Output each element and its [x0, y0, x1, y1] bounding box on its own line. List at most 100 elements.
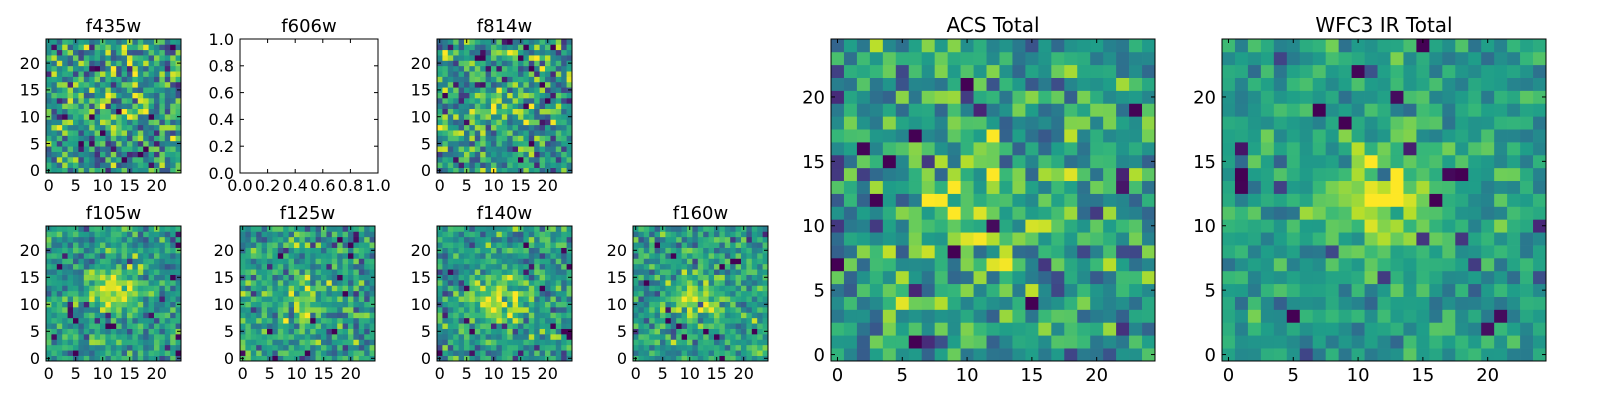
heatmap-cell	[94, 350, 101, 356]
heatmap-cell	[127, 124, 133, 131]
heatmap-cell	[555, 258, 562, 265]
heatmap-cell	[337, 236, 343, 243]
heatmap-cell	[267, 242, 273, 248]
heatmap-cell	[89, 55, 95, 61]
heatmap-cell	[170, 151, 176, 158]
heatmap-cell	[442, 253, 449, 259]
heatmap-cell	[1351, 283, 1365, 297]
heatmap-cell	[121, 97, 128, 104]
heatmap-cell	[159, 76, 166, 83]
heatmap-cell	[518, 44, 524, 51]
heatmap-cell	[1286, 245, 1301, 259]
heatmap-cell	[566, 81, 573, 88]
heatmap-cell	[741, 290, 747, 297]
heatmap-cell	[170, 140, 176, 147]
heatmap-cell	[127, 280, 133, 286]
heatmap-cell	[714, 339, 720, 346]
heatmap-cell	[534, 44, 540, 51]
heatmap-cell	[973, 296, 987, 310]
heatmap-cell	[315, 274, 322, 281]
heatmap-cell	[348, 274, 354, 281]
heatmap-cell	[534, 307, 540, 313]
heatmap-cell	[62, 87, 68, 93]
heatmap-cell	[143, 344, 149, 351]
heatmap-cell	[518, 328, 524, 335]
heatmap-cell	[159, 151, 166, 158]
heatmap-cell	[121, 108, 128, 115]
heatmap-cell	[464, 146, 470, 152]
heatmap-cell	[148, 92, 155, 99]
heatmap-cell	[491, 263, 497, 270]
heatmap-cell	[353, 290, 360, 297]
heatmap-cell	[1142, 193, 1156, 207]
heatmap-cell	[491, 119, 497, 126]
heatmap-cell	[148, 307, 155, 313]
heatmap-cell	[1364, 283, 1378, 297]
heatmap-cell	[1025, 309, 1039, 323]
heatmap-cell	[660, 285, 666, 292]
heatmap-cell	[485, 269, 492, 275]
heatmap-cell	[1038, 180, 1052, 194]
heatmap-cell	[539, 301, 546, 308]
heatmap-cell	[973, 335, 987, 349]
y-tick-label: 10	[214, 295, 234, 314]
heatmap-cell	[283, 285, 289, 292]
heatmap-cell	[480, 49, 486, 56]
heatmap-cell	[1364, 322, 1378, 336]
heatmap-cell	[458, 247, 465, 254]
heatmap-cell	[364, 323, 370, 329]
heatmap-cell	[453, 236, 459, 243]
heatmap-cell	[714, 280, 720, 286]
heatmap-cell	[442, 81, 449, 88]
heatmap-cell	[1103, 129, 1117, 143]
heatmap-cell	[1051, 309, 1065, 323]
heatmap-cell	[304, 247, 311, 254]
heatmap-cell	[154, 55, 160, 61]
heatmap-cell	[1012, 219, 1026, 233]
heatmap-cell	[442, 49, 449, 56]
heatmap-cell	[353, 350, 360, 356]
heatmap-cell	[751, 307, 758, 313]
heatmap-cell	[1077, 257, 1091, 272]
heatmap-cell	[566, 71, 573, 77]
heatmap-cell	[51, 269, 58, 275]
heatmap-cell	[703, 242, 709, 248]
heatmap-cell	[1468, 193, 1482, 207]
heatmap-cell	[348, 296, 354, 302]
heatmap-cell	[496, 97, 503, 104]
heatmap-cell	[986, 129, 1000, 143]
axes-frame-acs-total	[830, 38, 1156, 362]
heatmap-cell	[442, 247, 449, 254]
heatmap-cell	[100, 247, 106, 254]
heatmap-cell	[337, 296, 343, 302]
heatmap-cell	[741, 339, 747, 346]
heatmap-cell	[267, 231, 273, 238]
heatmap-cell	[331, 334, 338, 340]
heatmap-cell	[501, 92, 508, 99]
heatmap-cell	[480, 328, 486, 335]
heatmap-cells-wfc3-ir-total	[1222, 39, 1547, 362]
heatmap-cell	[442, 124, 449, 131]
heatmap-cell	[1442, 322, 1456, 336]
heatmap-cell	[73, 280, 79, 286]
heatmap-cell	[512, 162, 519, 168]
heatmap-cell	[1116, 245, 1130, 259]
heatmap-cell	[240, 263, 246, 270]
heatmap-cell	[676, 263, 682, 270]
heatmap-cell	[121, 156, 128, 163]
heatmap-cell	[89, 119, 95, 126]
heatmap-cell	[501, 87, 508, 93]
heatmap-cell	[534, 71, 540, 77]
heatmap-cell	[175, 290, 182, 297]
heatmap-cell	[555, 39, 562, 45]
heatmap-cell	[1077, 296, 1091, 310]
heatmap-cell	[62, 344, 68, 351]
heatmap-cell	[105, 263, 112, 270]
heatmap-cell	[1299, 283, 1314, 297]
heatmap-cell	[1390, 309, 1404, 323]
heatmap-cell	[697, 323, 704, 329]
heatmap-cell	[719, 285, 726, 292]
heatmap-cell	[458, 317, 465, 324]
heatmap-cell	[89, 81, 95, 88]
heatmap-cell	[1012, 129, 1026, 143]
